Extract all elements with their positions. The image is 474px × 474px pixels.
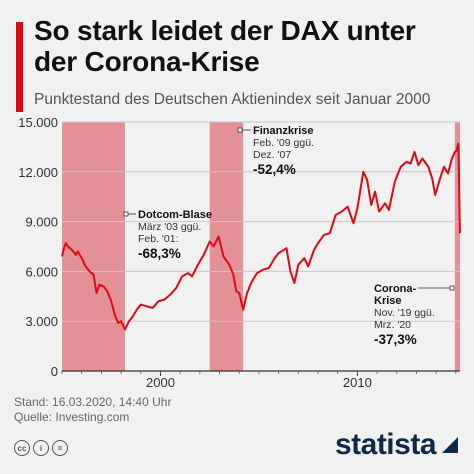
statista-mark-icon xyxy=(442,437,458,453)
brand-name: statista xyxy=(334,428,437,461)
annotation-title: Finanzkrise xyxy=(253,125,314,137)
statista-logo[interactable]: statista xyxy=(335,428,460,462)
y-tick-label: 0 xyxy=(51,364,58,379)
accent-bar xyxy=(16,22,23,112)
annotation-detail: März '03 ggü. xyxy=(138,221,201,233)
y-tick-label: 9.000 xyxy=(25,215,58,230)
annotation-title: Corona- xyxy=(374,283,417,295)
no-derivatives-icon[interactable]: = xyxy=(52,440,68,456)
annotation-title: Krise xyxy=(374,295,402,307)
annotation-detail: Feb. '01: xyxy=(138,233,179,245)
annotation-detail: Mrz. '20 xyxy=(374,319,411,331)
annotation-value: -68,3% xyxy=(138,246,181,261)
y-tick-label: 6.000 xyxy=(25,264,58,279)
chart-subtitle: Punktestand des Deutschen Aktienindex se… xyxy=(34,91,431,108)
chart-title: So stark leidet der DAX unter der Corona… xyxy=(34,15,416,77)
x-tick-label: 2010 xyxy=(343,375,372,390)
annotation-marker xyxy=(123,211,129,217)
annotation-marker xyxy=(237,127,243,133)
footer-source: Quelle: Investing.com xyxy=(14,410,130,424)
series-line-dax xyxy=(61,142,461,331)
annotation-detail: Feb. '09 ggü. xyxy=(253,137,314,149)
annotation-title: Dotcom-Blase xyxy=(138,209,212,221)
annotation-value: -37,3% xyxy=(374,332,417,347)
license-icons: cc i = xyxy=(14,440,68,456)
annotation-detail: Nov. '19 ggü. xyxy=(374,307,435,319)
y-tick-label: 3.000 xyxy=(25,314,58,329)
crisis-band-2 xyxy=(209,122,244,371)
y-tick-label: 12.000 xyxy=(18,165,58,180)
crisis-band-3 xyxy=(454,122,460,371)
attribution-icon[interactable]: i xyxy=(33,440,49,456)
annotation-value: -52,4% xyxy=(253,162,296,177)
x-tick-label: 2000 xyxy=(146,375,175,390)
cc-icon[interactable]: cc xyxy=(14,440,30,456)
y-tick-label: 15.000 xyxy=(18,115,58,130)
annotation-detail: Dez. '07 xyxy=(253,149,291,161)
crisis-band-1 xyxy=(62,122,126,371)
annotation-marker xyxy=(449,285,455,291)
footer-stand: Stand: 16.03.2020, 14:40 Uhr xyxy=(14,395,172,409)
